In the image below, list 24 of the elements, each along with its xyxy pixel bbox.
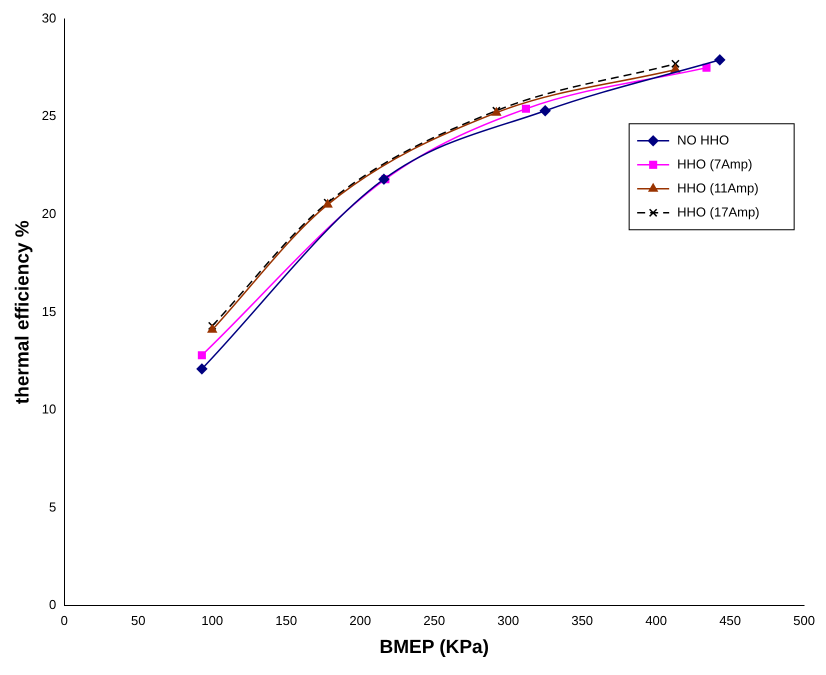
x-tick-label: 250 — [423, 612, 446, 628]
x-tick-label: 50 — [131, 612, 146, 628]
x-tick-label: 100 — [201, 612, 224, 628]
legend-label: HHO (7Amp) — [677, 156, 752, 172]
y-tick-label: 25 — [42, 108, 56, 124]
legend-label: HHO (17Amp) — [677, 204, 760, 220]
legend-label: NO HHO — [677, 132, 730, 148]
x-tick-label: 0 — [60, 612, 68, 628]
y-tick-label: 15 — [42, 304, 56, 319]
x-axis-title: BMEP (KPa) — [379, 636, 489, 658]
x-tick-label: 300 — [497, 612, 520, 628]
x-tick-label: 450 — [719, 612, 742, 628]
y-tick-label: 0 — [49, 597, 56, 612]
y-tick-label: 30 — [42, 10, 56, 26]
y-tick-label: 20 — [42, 206, 56, 221]
x-tick-label: 400 — [645, 612, 668, 628]
x-tick-label: 200 — [349, 612, 372, 628]
y-axis-title: thermal efficiency % — [12, 220, 34, 404]
x-tick-label: 500 — [793, 612, 816, 628]
y-tick-label: 10 — [42, 402, 56, 417]
x-tick-label: 150 — [275, 612, 298, 628]
legend-label: HHO (11Amp) — [677, 180, 759, 196]
y-tick-label: 5 — [49, 499, 56, 514]
x-tick-label: 350 — [571, 612, 594, 628]
